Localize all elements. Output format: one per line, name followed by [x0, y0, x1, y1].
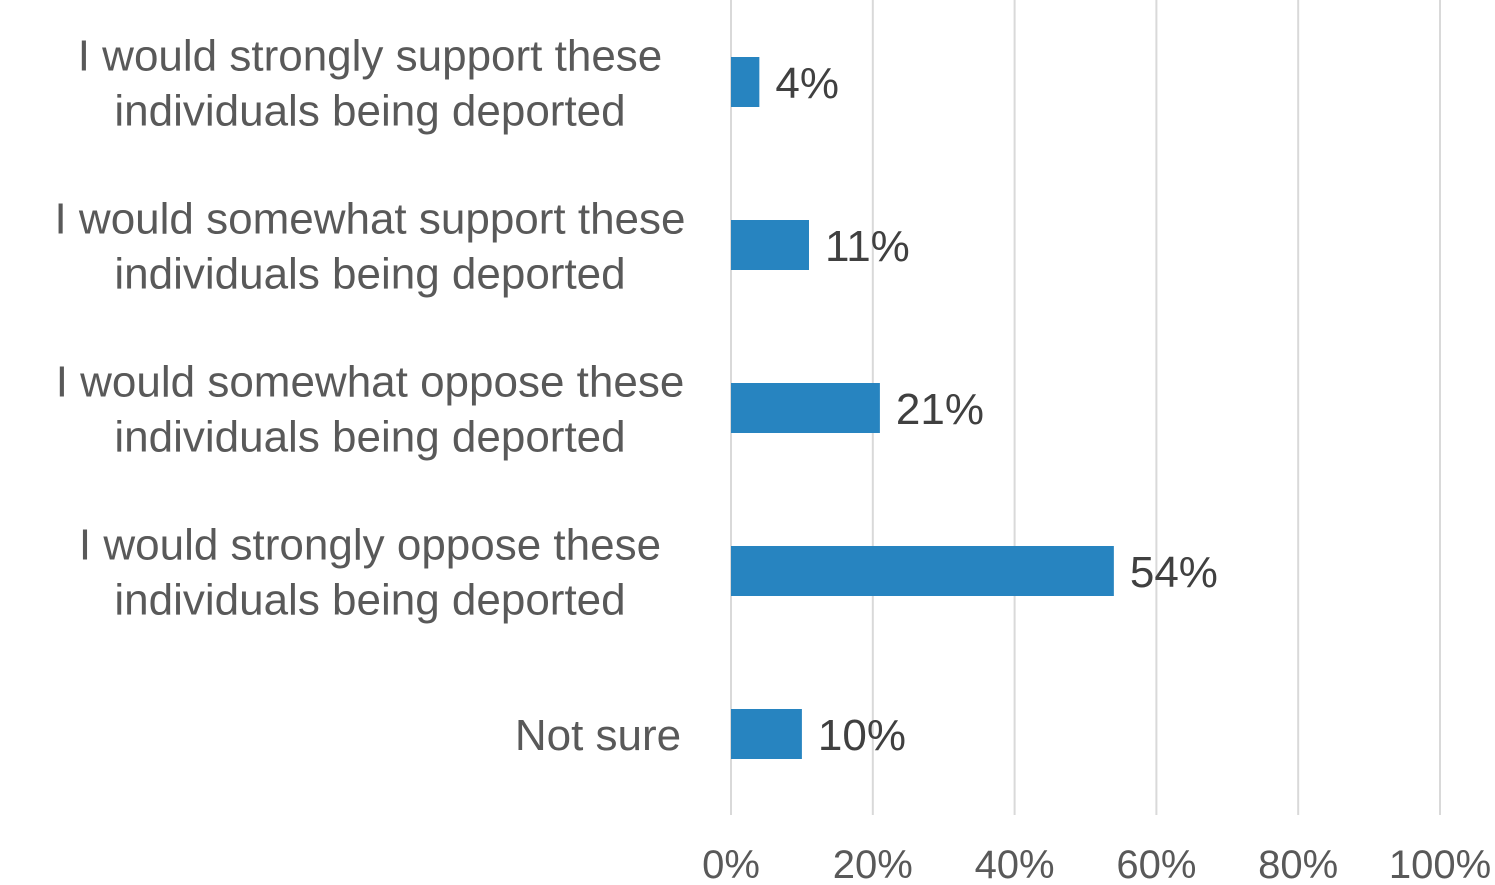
category-label-line: I would somewhat oppose these — [56, 358, 685, 407]
category-label-line: individuals being deported — [114, 576, 625, 625]
category-label-line: I would strongly support these — [78, 32, 663, 81]
bar — [731, 57, 760, 107]
x-tick-label: 40% — [975, 843, 1055, 885]
category-label-line: I would strongly oppose these — [79, 521, 661, 570]
data-label: 10% — [818, 711, 906, 760]
category-label-line: Not sure — [515, 711, 681, 760]
x-tick-label: 0% — [702, 843, 760, 885]
category-label: I would somewhat support these individual… — [54, 195, 685, 299]
data-label: 4% — [775, 59, 839, 108]
category-label: I would strongly oppose these individuals… — [79, 521, 661, 625]
x-axis-tick-labels: 0% 20% 40% 60% 80% 100% — [702, 843, 1491, 885]
category-labels: I would strongly support these individual… — [54, 32, 685, 761]
category-label-line: individuals being deported — [114, 87, 625, 136]
category-label: Not sure — [515, 711, 681, 760]
bars — [731, 57, 1114, 759]
x-tick-label: 80% — [1258, 843, 1338, 885]
bar — [731, 383, 880, 433]
data-label: 11% — [825, 222, 910, 271]
bar — [731, 220, 809, 270]
x-tick-label: 100% — [1389, 843, 1491, 885]
category-label: I would strongly support these individual… — [78, 32, 663, 136]
x-tick-label: 20% — [833, 843, 913, 885]
category-label-line: I would somewhat support these — [54, 195, 685, 244]
category-label-line: individuals being deported — [114, 250, 625, 299]
x-tick-label: 60% — [1116, 843, 1196, 885]
bar — [731, 709, 802, 759]
category-label-line: individuals being deported — [114, 413, 625, 462]
data-labels: 4% 11% 21% 54% 10% — [775, 59, 1218, 760]
category-label: I would somewhat oppose these individuals… — [56, 358, 685, 462]
data-label: 54% — [1130, 548, 1218, 597]
bar — [731, 546, 1114, 596]
data-label: 21% — [896, 385, 984, 434]
gridlines — [730, 0, 1441, 815]
